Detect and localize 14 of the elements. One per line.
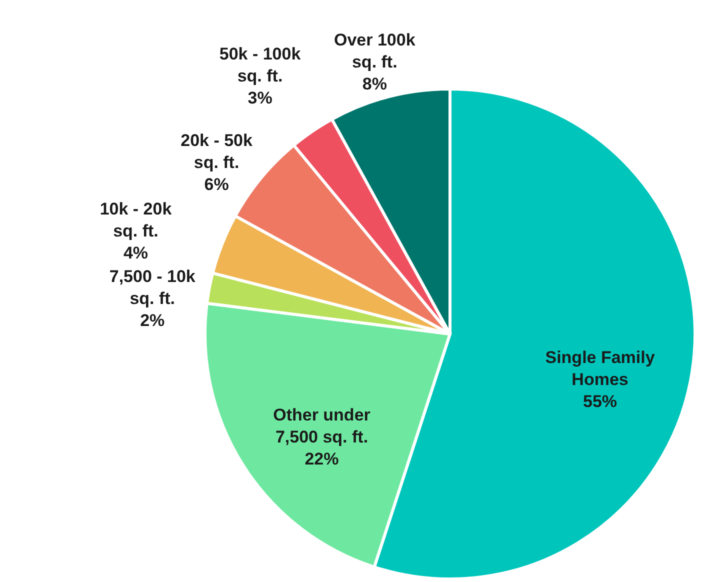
slice-label: Single Family Homes [545, 348, 656, 389]
slice-label: 7,500 - 10k sq. ft. [109, 267, 196, 308]
data-label: 4% [123, 244, 148, 263]
slice-label: Other under 7,500 sq. ft. [273, 405, 371, 446]
slice-label: Over 100k sq. ft. [334, 30, 416, 72]
data-label: 3% [248, 88, 272, 108]
slice-label: 50k - 100k sq. ft. [219, 44, 302, 86]
data-label: 55% [583, 392, 618, 411]
slice-label: 20k - 50k sq. ft. [180, 130, 253, 172]
data-label: 22% [304, 449, 339, 468]
slice-label: 10k - 20k sq. ft. [100, 200, 172, 241]
data-label: 6% [204, 174, 229, 194]
data-label: 2% [140, 311, 165, 330]
data-label: 8% [362, 74, 387, 94]
